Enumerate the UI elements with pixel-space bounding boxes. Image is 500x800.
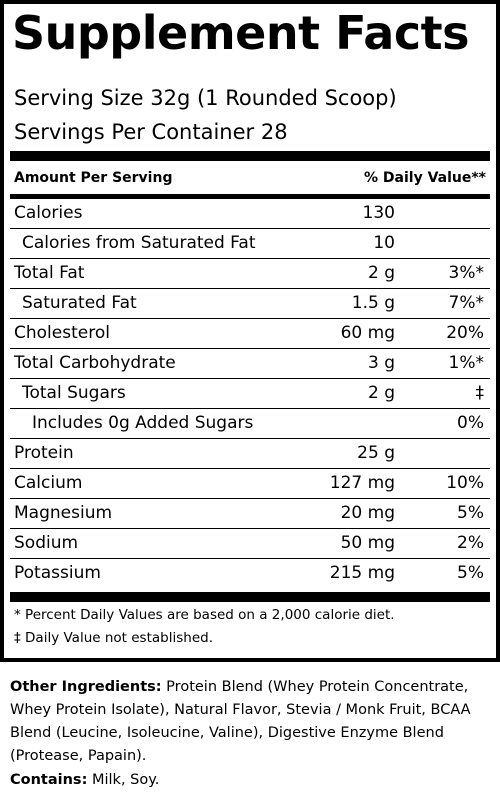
nutrient-name: Potassium xyxy=(14,563,101,583)
nutrient-row: Includes 0g Added Sugars 0% xyxy=(10,409,490,439)
nutrient-name: Total Sugars xyxy=(22,383,126,403)
nutrient-row: Sodium 50 mg 2% xyxy=(10,529,490,559)
nutrient-daily-value: 0% xyxy=(457,413,484,433)
row-divider xyxy=(10,348,490,349)
row-divider xyxy=(10,558,490,559)
row-divider xyxy=(10,258,490,259)
nutrient-name: Cholesterol xyxy=(14,323,110,343)
nutrient-amount: 3 g xyxy=(367,353,395,373)
header-divider xyxy=(10,194,490,199)
nutrient-row: Total Sugars 2 g ‡ xyxy=(10,379,490,409)
nutrient-amount: 127 mg xyxy=(329,473,395,493)
percent-daily-value-footnote: * Percent Daily Values are based on a 2,… xyxy=(14,607,395,623)
contains-text: Milk, Soy. xyxy=(87,772,160,788)
amount-per-serving-header: Amount Per Serving xyxy=(14,170,173,186)
nutrient-amount: 20 mg xyxy=(340,503,395,523)
row-divider xyxy=(10,528,490,529)
panel-title: Supplement Facts xyxy=(12,6,470,60)
supplement-facts-panel: Supplement Facts Serving Size 32g (1 Rou… xyxy=(0,0,500,662)
nutrient-daily-value: 1%* xyxy=(448,353,484,373)
other-ingredients: Other Ingredients: Protein Blend (Whey P… xyxy=(10,676,492,768)
nutrient-row: Calories 130 xyxy=(10,199,490,229)
nutrient-name: Includes 0g Added Sugars xyxy=(32,413,254,433)
row-divider xyxy=(10,378,490,379)
nutrient-name: Sodium xyxy=(14,533,79,553)
nutrient-name: Calcium xyxy=(14,473,83,493)
thick-divider xyxy=(10,151,490,161)
nutrient-amount: 2 g xyxy=(367,263,395,283)
serving-size: Serving Size 32g (1 Rounded Scoop) xyxy=(14,86,397,110)
daily-value-header: % Daily Value** xyxy=(364,170,486,186)
nutrient-amount: 1.5 g xyxy=(351,293,395,313)
nutrient-daily-value: 10% xyxy=(446,473,484,493)
nutrient-amount: 50 mg xyxy=(340,533,395,553)
other-ingredients-label: Other Ingredients: xyxy=(10,679,162,695)
nutrient-daily-value: 2% xyxy=(457,533,484,553)
nutrient-name: Total Fat xyxy=(14,263,85,283)
row-divider xyxy=(10,408,490,409)
row-divider xyxy=(10,318,490,319)
nutrient-row: Calories from Saturated Fat 10 xyxy=(10,229,490,259)
nutrient-amount: 25 g xyxy=(357,443,395,463)
row-divider xyxy=(10,468,490,469)
contains-label: Contains: xyxy=(10,772,88,788)
nutrient-amount: 2 g xyxy=(367,383,395,403)
nutrient-name: Total Carbohydrate xyxy=(14,353,176,373)
nutrient-name: Protein xyxy=(14,443,74,463)
row-divider xyxy=(10,498,490,499)
row-divider xyxy=(10,228,490,229)
nutrient-daily-value: 3%* xyxy=(448,263,484,283)
nutrient-amount: 215 mg xyxy=(329,563,395,583)
nutrient-row: Saturated Fat 1.5 g 7%* xyxy=(10,289,490,319)
nutrient-row: Protein 25 g xyxy=(10,439,490,469)
nutrient-row: Cholesterol 60 mg 20% xyxy=(10,319,490,349)
nutrient-daily-value: 5% xyxy=(457,563,484,583)
nutrient-row: Total Carbohydrate 3 g 1%* xyxy=(10,349,490,379)
nutrient-row: Calcium 127 mg 10% xyxy=(10,469,490,499)
nutrient-amount: 10 xyxy=(373,233,395,253)
nutrient-row: Magnesium 20 mg 5% xyxy=(10,499,490,529)
other-ingredients-text: Protein Blend (Whey Protein Concentrate,… xyxy=(10,679,471,764)
nutrient-name: Saturated Fat xyxy=(22,293,137,313)
row-divider xyxy=(10,288,490,289)
nutrient-row: Total Fat 2 g 3%* xyxy=(10,259,490,289)
nutrient-daily-value: 7%* xyxy=(448,293,484,313)
nutrient-daily-value: ‡ xyxy=(475,383,485,403)
nutrient-daily-value: 5% xyxy=(457,503,484,523)
nutrient-row: Potassium 215 mg 5% xyxy=(10,559,490,589)
allergen-statement: Contains: Milk, Soy. xyxy=(10,773,159,788)
nutrient-amount: 60 mg xyxy=(340,323,395,343)
nutrient-amount: 130 xyxy=(362,203,395,223)
nutrient-name: Magnesium xyxy=(14,503,113,523)
daily-value-not-established-footnote: ‡ Daily Value not established. xyxy=(14,630,213,646)
thick-divider xyxy=(10,592,490,602)
nutrient-name: Calories xyxy=(14,203,83,223)
nutrient-daily-value: 20% xyxy=(446,323,484,343)
row-divider xyxy=(10,438,490,439)
nutrient-name: Calories from Saturated Fat xyxy=(22,233,256,253)
servings-per-container: Servings Per Container 28 xyxy=(14,120,288,144)
